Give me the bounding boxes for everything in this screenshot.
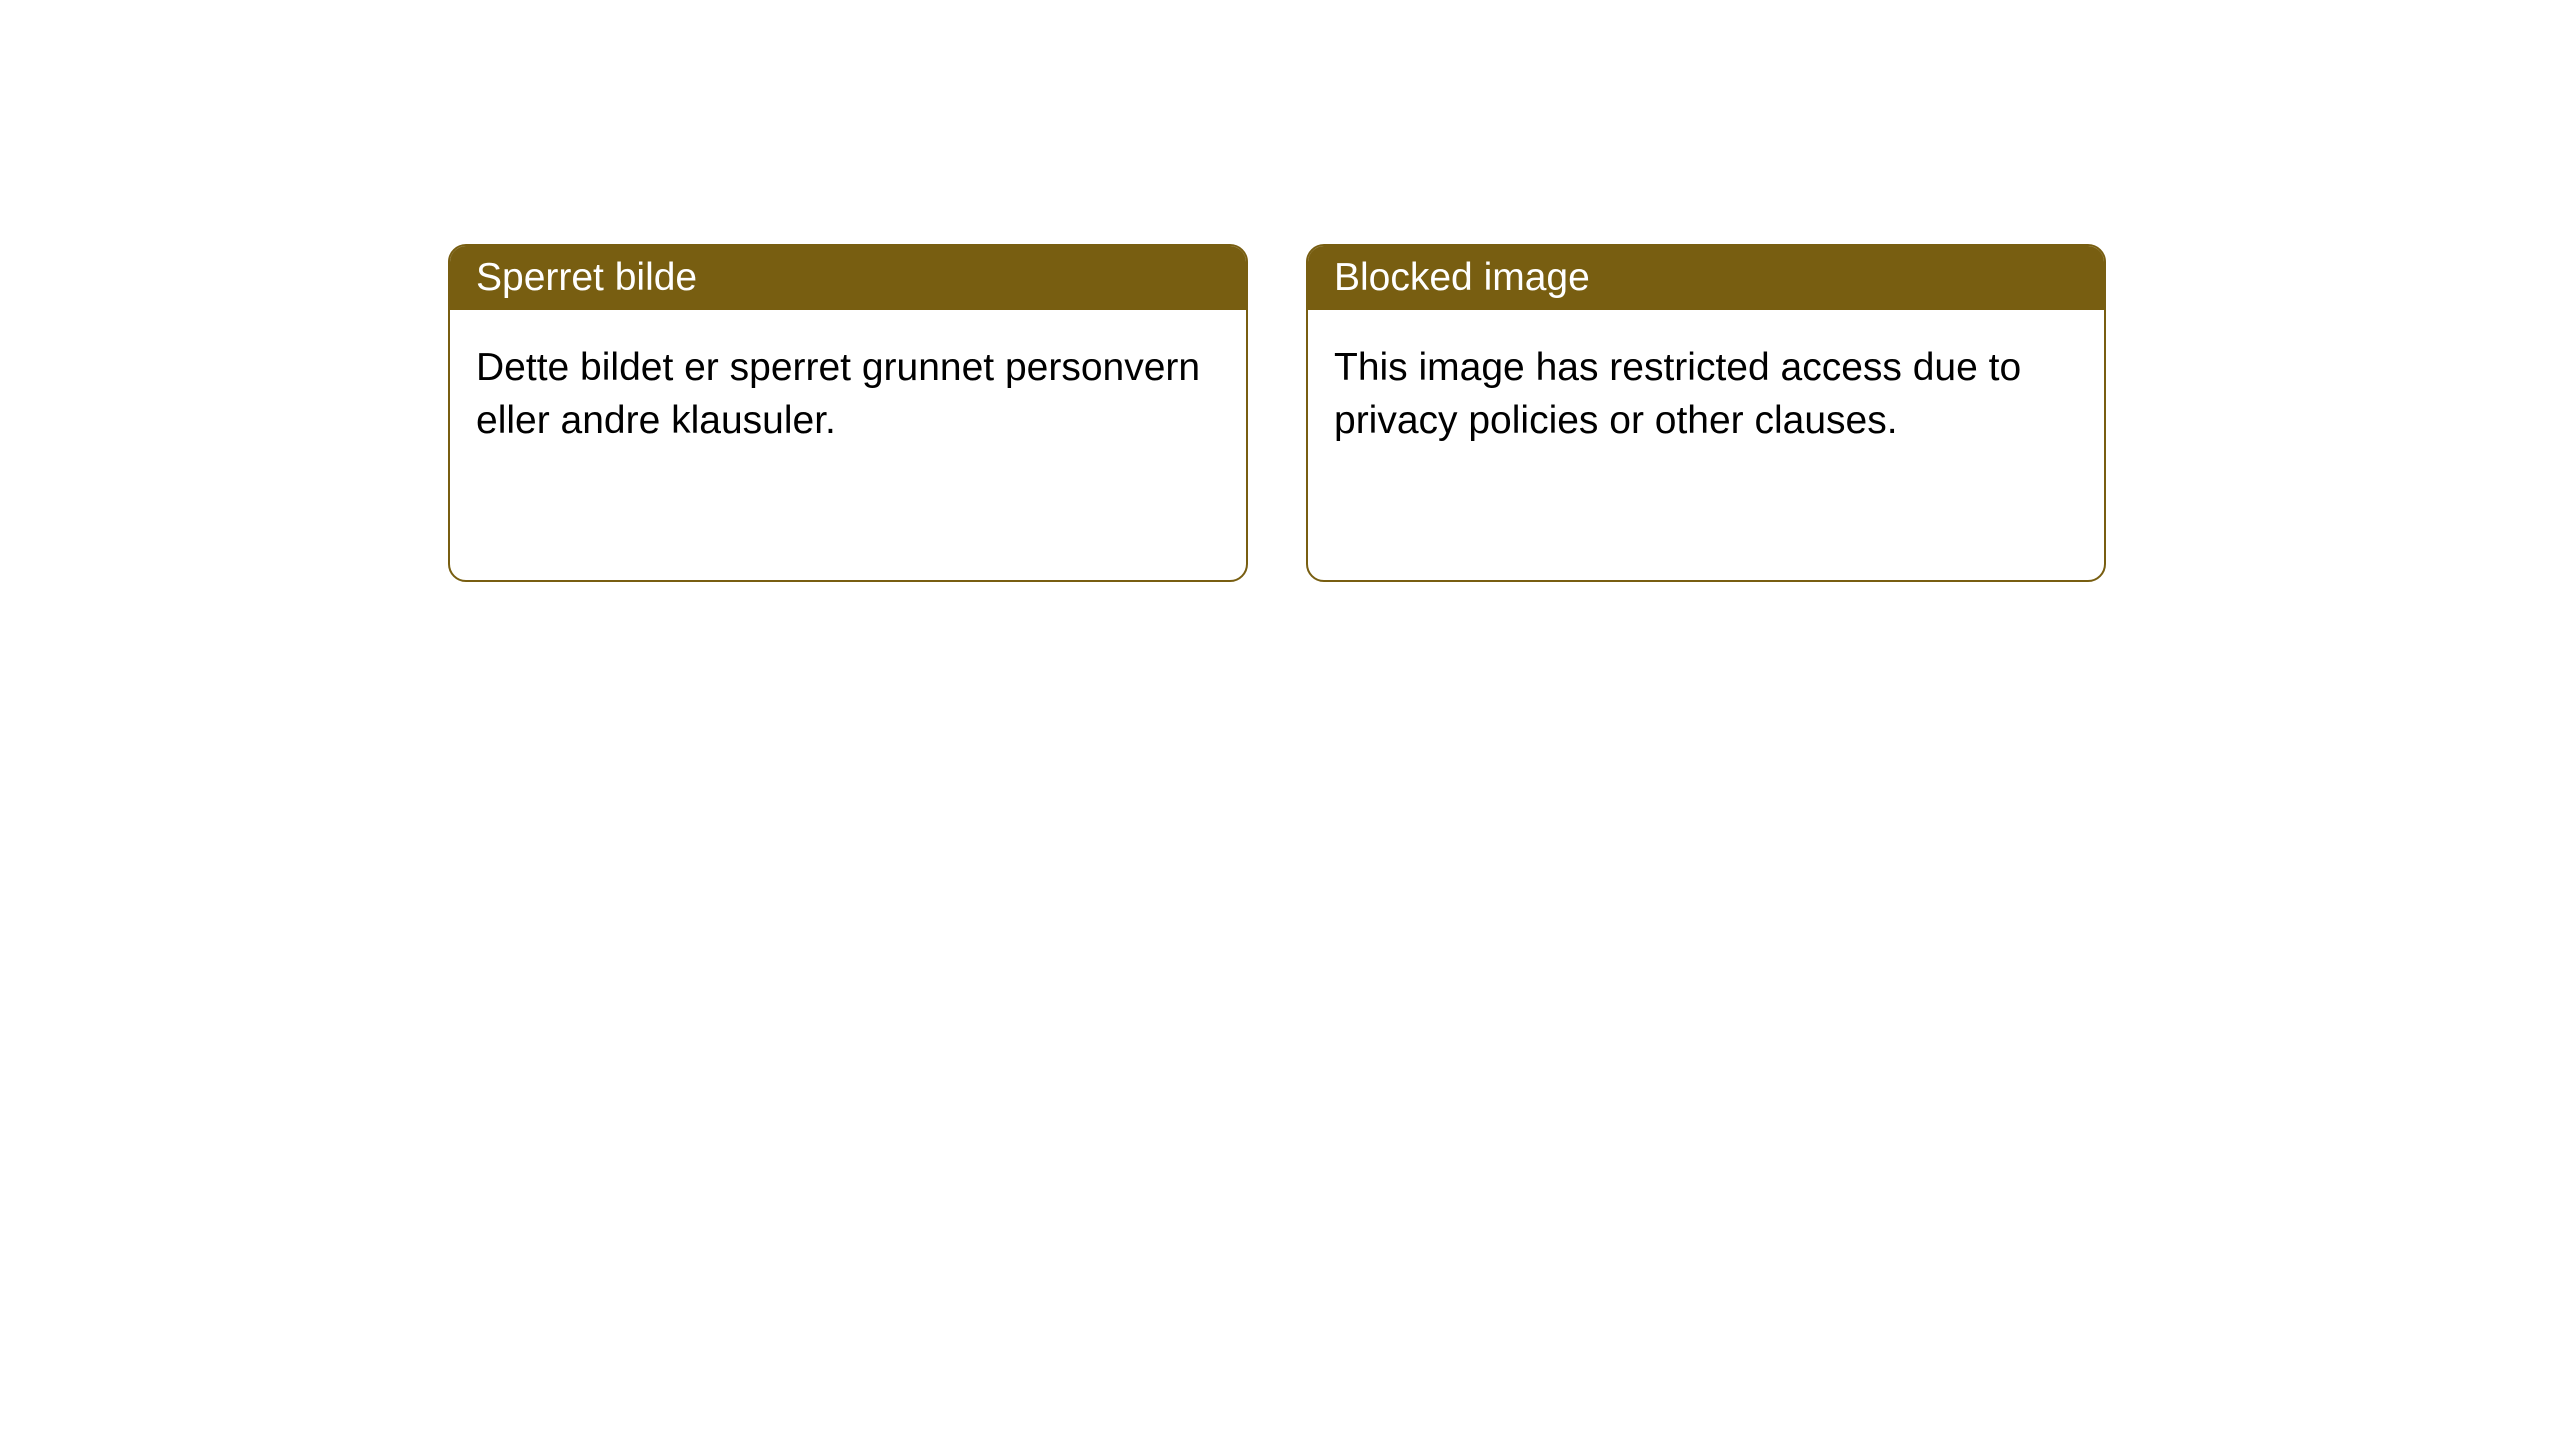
notice-body-english: This image has restricted access due to … <box>1308 310 2104 580</box>
notice-header-norwegian: Sperret bilde <box>450 246 1246 310</box>
notice-body-norwegian: Dette bildet er sperret grunnet personve… <box>450 310 1246 580</box>
notice-container: Sperret bilde Dette bildet er sperret gr… <box>0 0 2560 582</box>
notice-card-norwegian: Sperret bilde Dette bildet er sperret gr… <box>448 244 1248 582</box>
notice-card-english: Blocked image This image has restricted … <box>1306 244 2106 582</box>
notice-header-english: Blocked image <box>1308 246 2104 310</box>
